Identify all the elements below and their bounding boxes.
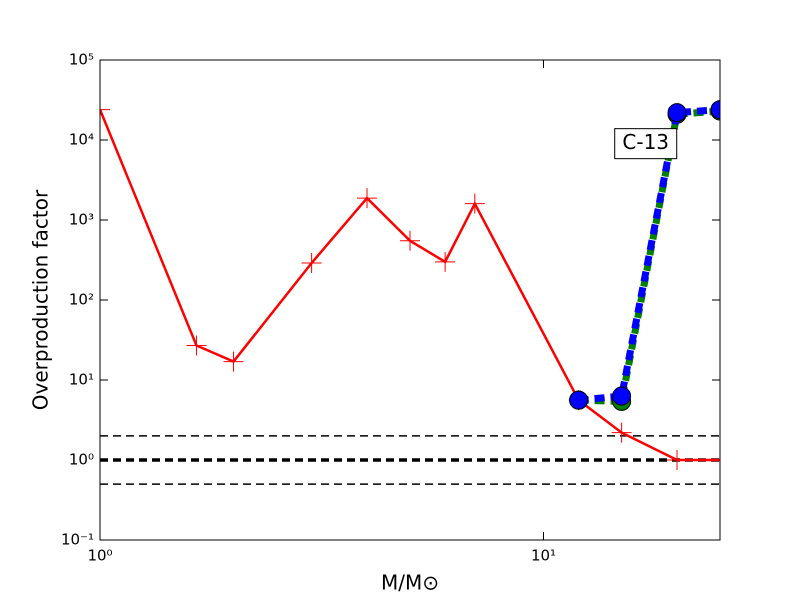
plus-marker bbox=[223, 351, 244, 372]
circle-marker bbox=[569, 390, 589, 410]
y-tick-label: 10⁻¹ bbox=[61, 531, 94, 549]
annotation-box bbox=[614, 128, 678, 160]
annotation: C-13 bbox=[622, 130, 669, 154]
y-tick-label: 10⁴ bbox=[69, 131, 94, 149]
plus-marker bbox=[357, 188, 378, 209]
plot-frame bbox=[99, 59, 721, 541]
y-tick-label: 10⁰ bbox=[69, 451, 94, 469]
plus-marker bbox=[710, 450, 720, 470]
y-tick-label: 10² bbox=[69, 291, 94, 309]
circle-marker bbox=[667, 103, 687, 123]
y-axis-label: Overproduction factor bbox=[29, 189, 53, 410]
x-tick-label: 10¹ bbox=[531, 547, 556, 565]
x-axis-label: M/M⊙ bbox=[381, 571, 439, 595]
plus-marker bbox=[667, 450, 688, 470]
y-tick-label: 10⁵ bbox=[69, 51, 94, 69]
plus-marker bbox=[464, 193, 485, 214]
circle-marker bbox=[612, 386, 632, 406]
plus-marker bbox=[100, 99, 110, 120]
series-line bbox=[100, 109, 720, 462]
y-tick-label: 10¹ bbox=[69, 371, 94, 389]
circle-marker bbox=[710, 100, 720, 120]
plus-marker bbox=[435, 251, 456, 272]
y-tick-label: 10³ bbox=[69, 211, 94, 229]
x-tick-label: 10⁰ bbox=[87, 547, 112, 565]
plus-marker bbox=[186, 335, 207, 356]
plus-marker bbox=[400, 230, 420, 251]
plot-area bbox=[100, 99, 720, 485]
plus-marker bbox=[301, 253, 322, 274]
plus-marker bbox=[611, 422, 632, 443]
series-line bbox=[578, 106, 720, 404]
